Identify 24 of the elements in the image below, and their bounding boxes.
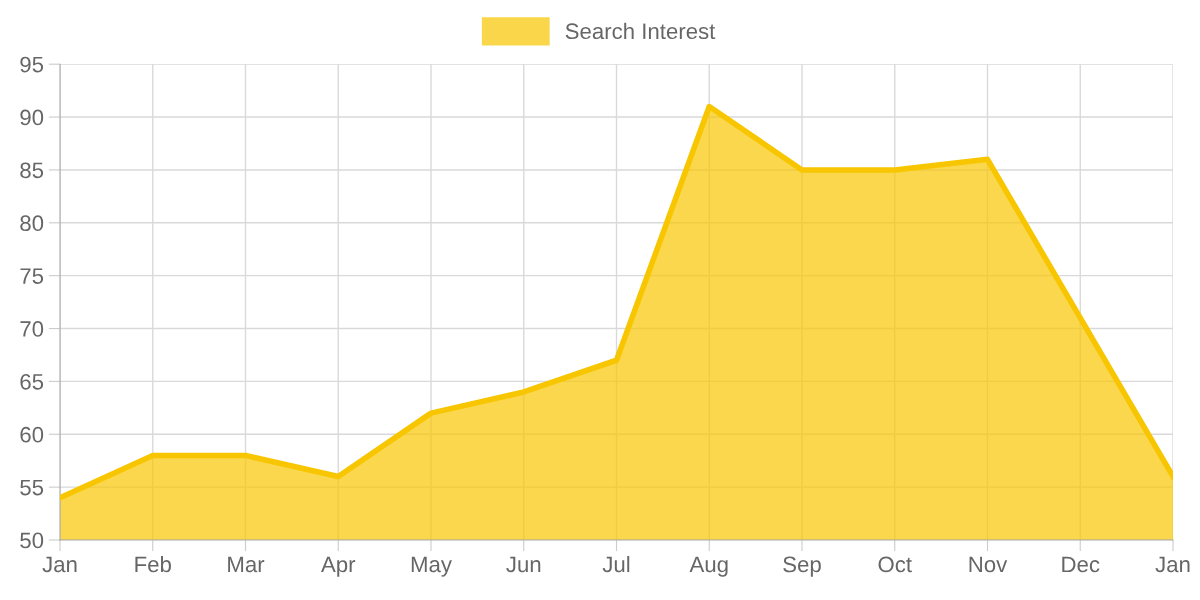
y-tick-label: 80: [20, 215, 44, 232]
y-tick-label: 60: [20, 426, 44, 443]
x-tick-label: Nov: [969, 556, 1008, 573]
y-tick-label: 70: [20, 321, 44, 337]
x-tick-label: Feb: [135, 555, 171, 573]
y-tick-label: 50: [20, 532, 44, 549]
legend-label: Search Interest: [565, 22, 716, 40]
x-tick-label: Oct: [878, 556, 912, 573]
x-tick-label: Sep: [783, 556, 821, 577]
x-tick-label: May: [411, 556, 452, 577]
x-tick-label: Dec: [1062, 556, 1100, 573]
y-tick-label: 65: [20, 373, 44, 390]
x-tick-label: Jan: [42, 556, 77, 573]
x-tick-label: Apr: [321, 556, 356, 577]
x-tick-label: Jan: [1155, 556, 1190, 573]
y-tick-label: 75: [20, 268, 44, 284]
y-tick-label: 85: [20, 162, 44, 179]
x-tick-label: Aug: [689, 556, 728, 577]
y-tick-label: 95: [20, 56, 44, 73]
y-tick-label: 55: [20, 479, 44, 496]
x-tick-label: Jul: [602, 555, 630, 573]
y-tick-label: 90: [20, 109, 44, 126]
x-tick-label: Mar: [228, 556, 265, 573]
x-tick-label: Jun: [506, 556, 541, 573]
